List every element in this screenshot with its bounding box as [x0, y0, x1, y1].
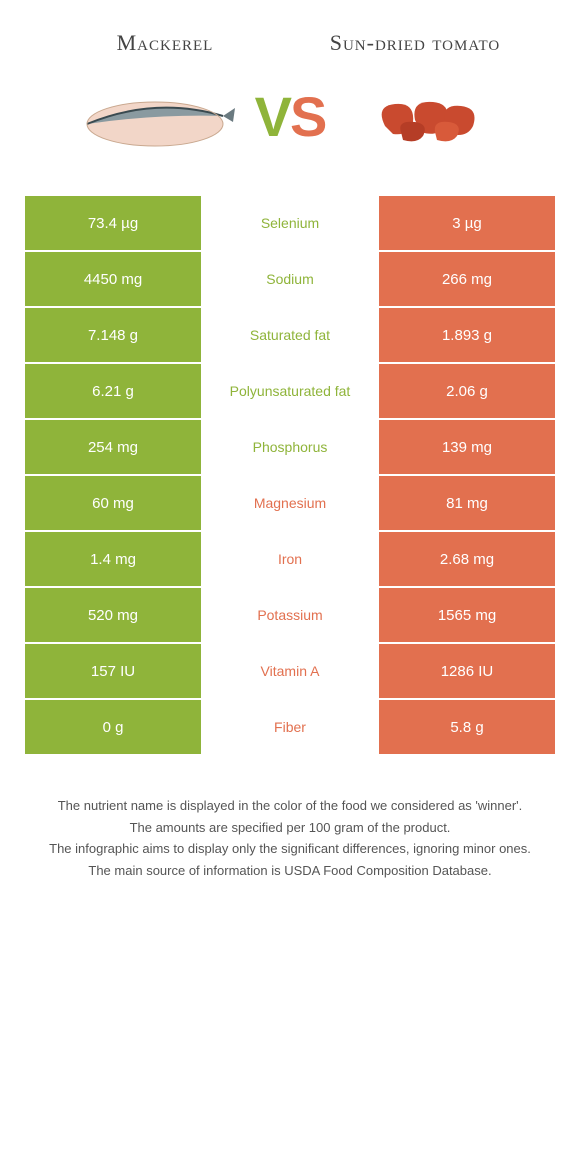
- nutrient-row: 254 mgPhosphorus139 mg: [25, 420, 555, 476]
- nutrient-label: Fiber: [201, 700, 379, 754]
- footer-line: The nutrient name is displayed in the co…: [30, 796, 550, 816]
- vs-row: VS: [0, 76, 580, 196]
- nutrient-label: Magnesium: [201, 476, 379, 530]
- vs-v: V: [255, 85, 290, 148]
- left-value: 157 IU: [25, 644, 201, 698]
- right-food-image: [345, 76, 505, 156]
- nutrient-row: 0 gFiber5.8 g: [25, 700, 555, 756]
- nutrient-label: Selenium: [201, 196, 379, 250]
- header: Mackerel Sun-dried tomato: [0, 0, 580, 76]
- right-value: 1.893 g: [379, 308, 555, 362]
- nutrient-label: Phosphorus: [201, 420, 379, 474]
- nutrient-label: Sodium: [201, 252, 379, 306]
- right-value: 5.8 g: [379, 700, 555, 754]
- right-food-title: Sun-dried tomato: [290, 30, 540, 56]
- nutrient-row: 4450 mgSodium266 mg: [25, 252, 555, 308]
- nutrient-row: 6.21 gPolyunsaturated fat2.06 g: [25, 364, 555, 420]
- footer-line: The main source of information is USDA F…: [30, 861, 550, 881]
- nutrient-row: 60 mgMagnesium81 mg: [25, 476, 555, 532]
- left-value: 60 mg: [25, 476, 201, 530]
- left-value: 1.4 mg: [25, 532, 201, 586]
- right-value: 2.06 g: [379, 364, 555, 418]
- nutrient-row: 157 IUVitamin A1286 IU: [25, 644, 555, 700]
- nutrient-table: 73.4 µgSelenium3 µg4450 mgSodium266 mg7.…: [25, 196, 555, 756]
- left-food-title: Mackerel: [40, 30, 290, 56]
- footer-line: The infographic aims to display only the…: [30, 839, 550, 859]
- nutrient-label: Vitamin A: [201, 644, 379, 698]
- nutrient-row: 520 mgPotassium1565 mg: [25, 588, 555, 644]
- footer-line: The amounts are specified per 100 gram o…: [30, 818, 550, 838]
- right-value: 139 mg: [379, 420, 555, 474]
- nutrient-row: 73.4 µgSelenium3 µg: [25, 196, 555, 252]
- right-value: 1286 IU: [379, 644, 555, 698]
- nutrient-label: Iron: [201, 532, 379, 586]
- left-value: 0 g: [25, 700, 201, 754]
- left-food-image: [75, 76, 235, 156]
- right-value: 81 mg: [379, 476, 555, 530]
- vs-label: VS: [255, 84, 326, 149]
- vs-s: S: [290, 85, 325, 148]
- nutrient-label: Polyunsaturated fat: [201, 364, 379, 418]
- nutrient-label: Potassium: [201, 588, 379, 642]
- nutrient-label: Saturated fat: [201, 308, 379, 362]
- right-value: 266 mg: [379, 252, 555, 306]
- right-value: 2.68 mg: [379, 532, 555, 586]
- left-value: 4450 mg: [25, 252, 201, 306]
- right-value: 3 µg: [379, 196, 555, 250]
- left-value: 254 mg: [25, 420, 201, 474]
- nutrient-row: 7.148 gSaturated fat1.893 g: [25, 308, 555, 364]
- left-value: 7.148 g: [25, 308, 201, 362]
- left-value: 6.21 g: [25, 364, 201, 418]
- nutrient-row: 1.4 mgIron2.68 mg: [25, 532, 555, 588]
- left-value: 520 mg: [25, 588, 201, 642]
- right-value: 1565 mg: [379, 588, 555, 642]
- footer-notes: The nutrient name is displayed in the co…: [0, 756, 580, 902]
- left-value: 73.4 µg: [25, 196, 201, 250]
